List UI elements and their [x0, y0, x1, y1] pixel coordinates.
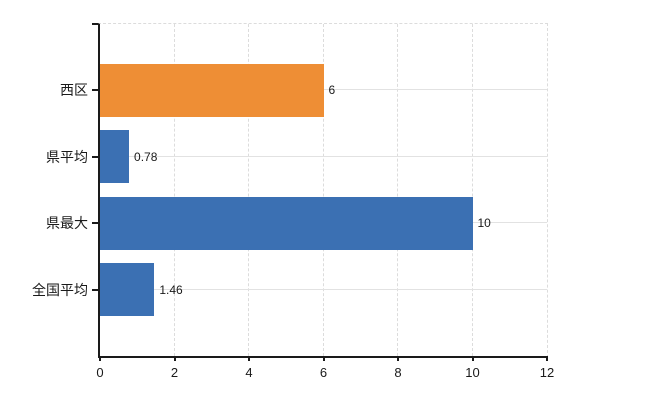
y-axis-category-label: 県平均: [46, 148, 88, 165]
x-axis-tick-label: 10: [465, 365, 480, 380]
gridline-vertical: [173, 24, 176, 356]
x-axis-tick: [397, 356, 399, 361]
bar: [100, 130, 130, 184]
gridline-vertical: [471, 24, 474, 356]
y-axis-category-label: 全国平均: [32, 281, 88, 298]
bar: [100, 263, 155, 317]
y-axis-tick: [92, 155, 98, 158]
x-axis-tick-label: 6: [319, 365, 328, 380]
y-axis-tick: [92, 89, 98, 92]
plot-area: 6 0.78 10 1.46 西区県平均県最大全国平均 0 2 4 6 8 10 12: [32, 23, 554, 380]
x-axis-tick: [173, 356, 176, 361]
gridline-horizontal: [100, 288, 547, 291]
bar-value-label: 6: [328, 83, 336, 98]
bar: [100, 63, 324, 117]
x-axis-tick-label: 0: [96, 365, 104, 380]
gridline-vertical: [248, 24, 250, 356]
gridline-vertical: [322, 24, 325, 356]
gridline-horizontal: [100, 155, 547, 158]
y-axis-tick: [92, 222, 98, 225]
x-axis-tick: [248, 356, 250, 361]
x-axis-tick-label: 12: [539, 365, 555, 380]
y-axis-category-label: 西区: [60, 82, 88, 99]
x-axis-tick: [471, 356, 474, 361]
x-axis-tick-label: 4: [245, 365, 253, 380]
gridline-vertical: [397, 24, 399, 356]
y-axis-end-tick: [92, 23, 98, 25]
gridline-horizontal: [100, 89, 547, 91]
bar-value-label: 10: [477, 216, 491, 231]
x-axis-tick: [99, 356, 101, 361]
bar-value-label: 0.78: [134, 149, 158, 164]
x-axis-tick: [546, 356, 548, 361]
y-axis-category-label: 県最大: [46, 215, 88, 232]
bar: [100, 196, 473, 250]
x-axis-tick-label: 2: [170, 365, 179, 380]
x-axis-tick-label: 8: [394, 365, 402, 380]
x-axis-tick: [322, 356, 325, 361]
bar-value-label: 1.46: [159, 282, 183, 297]
y-axis-tick: [92, 288, 98, 291]
